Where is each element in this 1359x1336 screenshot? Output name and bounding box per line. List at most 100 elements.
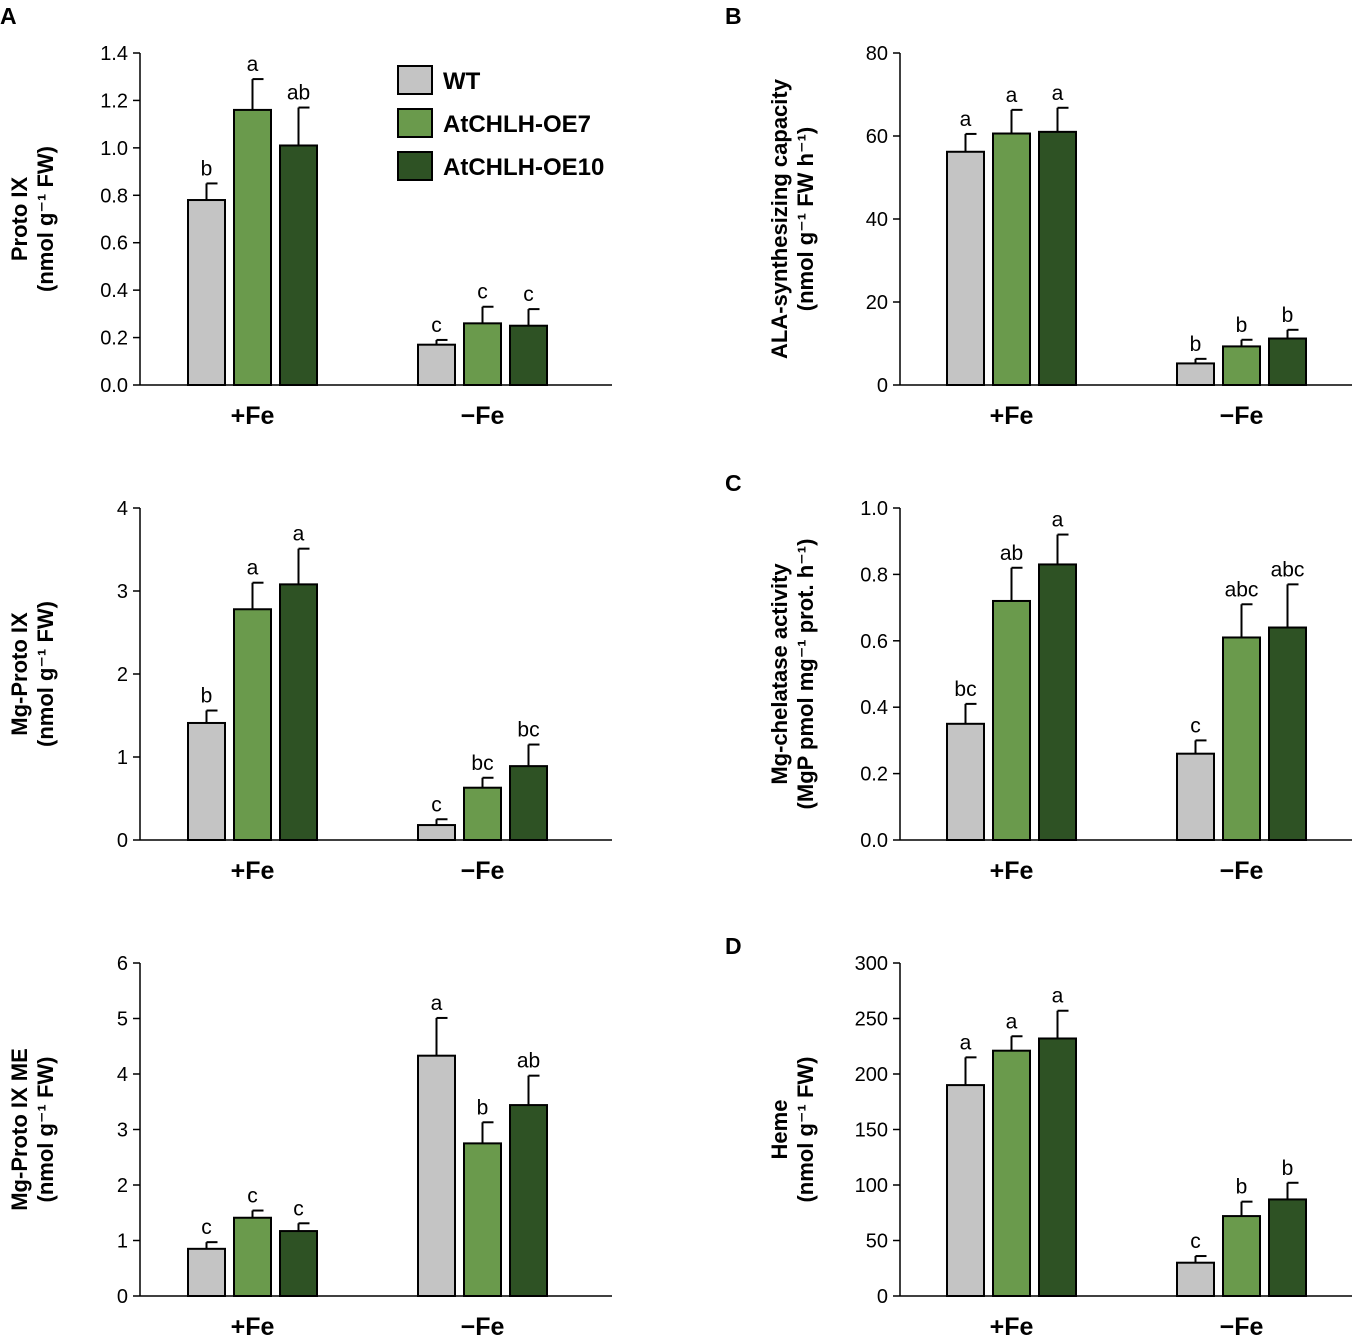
significance-label: b bbox=[1190, 333, 1202, 356]
bar bbox=[946, 722, 985, 841]
y-axis-label: (nmol g⁻¹ FW) bbox=[33, 146, 58, 292]
y-tick-label: 0.4 bbox=[860, 697, 888, 719]
y-axis-label: (nmol g⁻¹ FW) bbox=[33, 1056, 58, 1202]
significance-label: ab bbox=[1000, 542, 1023, 565]
legend-label-oe7: AtCHLH-OE7 bbox=[443, 111, 591, 138]
significance-label: bc bbox=[954, 678, 976, 701]
y-tick-label: 0.6 bbox=[100, 233, 128, 255]
significance-label: c bbox=[1190, 714, 1201, 737]
bar bbox=[279, 1230, 318, 1297]
y-tick-label: 0 bbox=[117, 1286, 128, 1308]
bar bbox=[1038, 563, 1077, 841]
significance-label: abc bbox=[1225, 578, 1259, 601]
significance-label: c bbox=[523, 283, 534, 306]
bar bbox=[1268, 626, 1307, 842]
chart-panel-6: 0 50 100 150 200 250 300 Heme (nmol g⁻¹ FW) Da a a +… bbox=[725, 933, 1352, 1336]
significance-label: a bbox=[1006, 84, 1018, 107]
significance-label: c bbox=[431, 314, 442, 337]
bar bbox=[187, 199, 226, 386]
y-axis-label: (nmol g⁻¹ FW) bbox=[793, 1056, 818, 1202]
y-tick-label: 80 bbox=[866, 43, 888, 65]
significance-label: a bbox=[1052, 509, 1064, 532]
bar bbox=[946, 1084, 985, 1297]
significance-label: a bbox=[1006, 1010, 1018, 1033]
bar bbox=[233, 108, 272, 387]
y-tick-label: 1.0 bbox=[100, 138, 128, 160]
significance-label: bc bbox=[517, 719, 539, 742]
y-tick-label: 3 bbox=[117, 1120, 128, 1142]
y-tick-label: 0 bbox=[877, 1286, 888, 1308]
bar bbox=[1038, 1037, 1077, 1297]
y-tick-label: 300 bbox=[855, 953, 888, 975]
bar bbox=[463, 786, 502, 842]
bar bbox=[1176, 362, 1215, 387]
chart-panel-4: 0 20 40 60 80 ALA-synthesizing capacity (nmol … bbox=[725, 3, 1352, 430]
bar bbox=[233, 608, 272, 842]
significance-label: ab bbox=[287, 82, 310, 105]
bar bbox=[992, 132, 1031, 386]
significance-label: c bbox=[1190, 1230, 1201, 1253]
significance-label: a bbox=[431, 992, 443, 1015]
significance-label: b bbox=[477, 1096, 489, 1119]
x-category-label: −Fe bbox=[461, 1313, 505, 1336]
legend-label-oe10: AtCHLH-OE10 bbox=[443, 154, 604, 181]
y-tick-label: 0.6 bbox=[860, 631, 888, 653]
y-tick-label: 0 bbox=[117, 830, 128, 852]
x-category-label: −Fe bbox=[1220, 1313, 1264, 1336]
legend: WT AtCHLH-OE7 AtCHLH-OE10 bbox=[397, 65, 604, 181]
significance-label: b bbox=[1236, 1176, 1248, 1199]
x-category-label: +Fe bbox=[990, 402, 1034, 430]
significance-label: b bbox=[201, 685, 213, 708]
y-tick-label: 0.4 bbox=[100, 280, 128, 302]
chart-panel-1: 0.0 0.2 0.4 0.6 0.8 1.0 1.2 1.4 Proto IX (nmol g⁻… bbox=[0, 3, 612, 430]
bar bbox=[417, 1054, 456, 1298]
bar bbox=[417, 824, 456, 841]
y-tick-label: 60 bbox=[866, 126, 888, 148]
bar bbox=[1222, 1215, 1261, 1297]
significance-label: a bbox=[960, 108, 972, 131]
significance-label: a bbox=[1052, 82, 1064, 105]
x-category-label: −Fe bbox=[461, 857, 505, 885]
x-category-label: +Fe bbox=[990, 857, 1034, 885]
y-tick-label: 20 bbox=[866, 292, 888, 314]
bar bbox=[1222, 636, 1261, 841]
y-tick-label: 250 bbox=[855, 1009, 888, 1031]
y-tick-label: 0.8 bbox=[100, 185, 128, 207]
bar bbox=[992, 599, 1031, 842]
x-category-label: +Fe bbox=[990, 1313, 1034, 1336]
chart-panel-3: 0 1 2 3 4 5 6 Mg-Proto IX ME (nmol g⁻¹ FW) c c c +Fe… bbox=[7, 953, 612, 1336]
y-tick-label: 0.0 bbox=[100, 375, 128, 397]
bar bbox=[509, 765, 548, 842]
y-tick-label: 4 bbox=[117, 1064, 128, 1086]
legend-swatch-oe10 bbox=[397, 151, 433, 181]
significance-label: b bbox=[1282, 304, 1294, 327]
x-category-label: +Fe bbox=[231, 857, 275, 885]
bar bbox=[509, 1104, 548, 1297]
y-tick-label: 1.2 bbox=[100, 90, 128, 112]
panel-label: B bbox=[725, 3, 742, 29]
x-category-label: +Fe bbox=[231, 1313, 275, 1336]
panel-label: C bbox=[725, 470, 742, 496]
bar bbox=[992, 1049, 1031, 1297]
x-category-label: −Fe bbox=[461, 402, 505, 430]
significance-label: a bbox=[247, 557, 259, 580]
significance-label: b bbox=[201, 157, 213, 180]
y-tick-label: 0.0 bbox=[860, 830, 888, 852]
significance-label: b bbox=[1236, 314, 1248, 337]
significance-label: c bbox=[247, 1185, 258, 1208]
bar bbox=[187, 721, 226, 841]
significance-label: a bbox=[1052, 985, 1064, 1008]
bar bbox=[1222, 345, 1261, 386]
y-tick-label: 3 bbox=[117, 581, 128, 603]
y-axis-label: (nmol g⁻¹ FW) bbox=[33, 601, 58, 747]
y-tick-label: 200 bbox=[855, 1064, 888, 1086]
significance-label: ab bbox=[517, 1050, 540, 1073]
bar bbox=[1268, 1198, 1307, 1298]
y-axis-label: (nmol g⁻¹ FW h⁻¹) bbox=[793, 127, 818, 312]
bar bbox=[417, 343, 456, 386]
y-tick-label: 100 bbox=[855, 1175, 888, 1197]
y-tick-label: 0.2 bbox=[860, 764, 888, 786]
significance-label: c bbox=[293, 1197, 304, 1220]
y-tick-label: 2 bbox=[117, 1175, 128, 1197]
